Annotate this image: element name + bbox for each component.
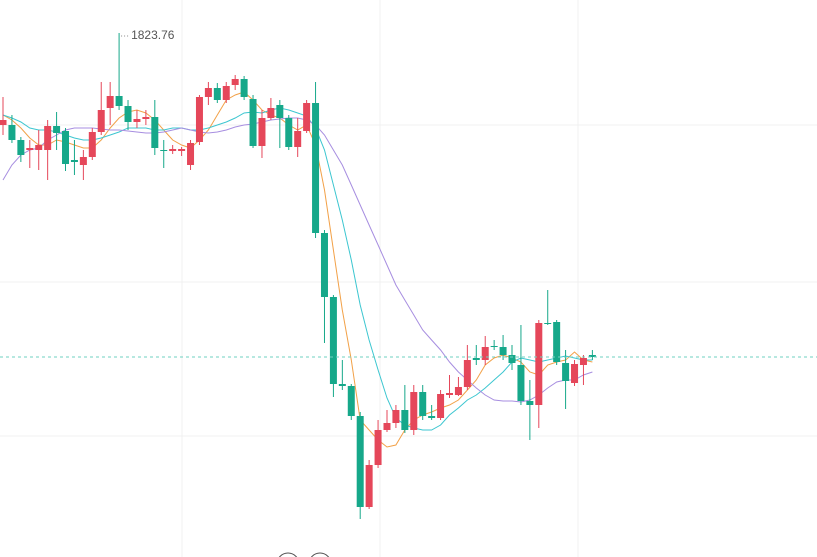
candle-body: [454, 387, 462, 395]
candle-body: [124, 106, 132, 122]
candle-body: [356, 416, 364, 507]
ma-line: [2, 107, 593, 431]
candle-body: [401, 410, 409, 430]
candle-body: [258, 118, 266, 146]
candle-body: [276, 105, 284, 118]
candle-body: [142, 117, 150, 119]
candle-body: [178, 149, 186, 151]
candle-body: [267, 108, 275, 118]
candle-body: [320, 233, 328, 297]
candle-body: [204, 88, 212, 97]
candle-body: [446, 393, 453, 395]
candle-body: [160, 150, 168, 151]
candle-body: [62, 131, 70, 164]
candle-body: [240, 79, 248, 97]
candle-body: [115, 96, 123, 106]
candle-body: [392, 410, 400, 423]
candle-body: [437, 394, 445, 418]
candle-body: [553, 322, 561, 362]
candle-body: [294, 131, 302, 147]
candle-body: [303, 103, 311, 131]
nav-button[interactable]: [309, 552, 331, 557]
candle-body: [526, 401, 534, 405]
candle-body: [365, 465, 373, 507]
candle-body: [151, 117, 159, 148]
candle-body: [508, 355, 516, 363]
candle-body: [53, 126, 61, 133]
candle-body: [8, 125, 16, 140]
candle-body: [481, 347, 489, 360]
candle-body: [419, 392, 427, 416]
candle-body: [410, 392, 418, 430]
candle-body: [88, 132, 96, 157]
candle-body: [35, 145, 43, 150]
candle-body: [106, 96, 114, 108]
candle-body: [222, 86, 230, 100]
candle-body: [285, 118, 293, 147]
candle-body: [0, 120, 7, 125]
max-label: 1823.76: [131, 28, 175, 42]
candle-body: [249, 99, 257, 146]
candle-body: [97, 110, 105, 132]
candle-body: [213, 88, 221, 100]
candle-body: [383, 423, 391, 430]
candle-body: [490, 346, 498, 347]
candle-body: [26, 148, 34, 150]
candle-body: [187, 143, 195, 165]
nav-button[interactable]: [277, 552, 299, 557]
candle-body: [588, 355, 596, 357]
candle-body: [70, 160, 78, 162]
candle-body: [44, 126, 52, 150]
candle-body: [231, 79, 239, 85]
candle-body: [329, 297, 337, 384]
candle-body: [428, 416, 436, 418]
ma-line: [2, 117, 593, 403]
candle-body: [338, 384, 346, 386]
candle-body: [535, 323, 543, 405]
candle-body: [169, 149, 177, 151]
candle-body: [579, 358, 587, 365]
candle-body: [195, 97, 203, 142]
candle-body: [17, 140, 25, 155]
candle-body: [347, 386, 355, 416]
candle-body: [312, 103, 320, 233]
candle-body: [499, 347, 507, 355]
candle-body: [517, 365, 525, 401]
candle-body: [133, 119, 141, 122]
candle-body: [571, 364, 579, 383]
candle-body: [472, 358, 480, 360]
candle-body: [562, 363, 570, 381]
candle-body: [374, 430, 382, 465]
candle-body: [544, 323, 552, 324]
candle-body: [463, 360, 471, 387]
candle-body: [79, 157, 87, 165]
